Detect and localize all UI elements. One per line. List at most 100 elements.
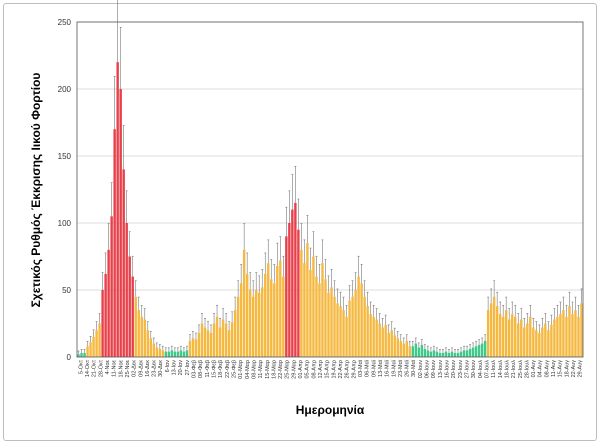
- x-tick-label: 13-Ιουν: [438, 360, 444, 379]
- x-tick-label: 09-Ιουν: [431, 360, 437, 379]
- bar: [366, 306, 369, 357]
- y-tick-label: 0: [67, 353, 72, 362]
- x-tick-label: 12-Απρ: [318, 360, 324, 379]
- x-tick-label: 03-Μαϊ: [358, 359, 364, 377]
- x-tick-label: 15-Φεβ: [211, 360, 217, 378]
- y-tick-label: 200: [58, 85, 72, 94]
- bar: [414, 343, 418, 357]
- bar: [501, 316, 505, 357]
- bar: [544, 323, 547, 357]
- x-tick-label: 09-Δεκ: [138, 360, 144, 377]
- bar: [80, 352, 83, 357]
- x-tick-label: 18-Νοε: [118, 359, 124, 377]
- bar: [119, 89, 122, 357]
- bar: [303, 263, 306, 357]
- bar: [77, 354, 80, 357]
- bar: [375, 319, 378, 357]
- bar: [167, 351, 171, 357]
- bar: [203, 327, 207, 357]
- bar: [396, 338, 399, 357]
- bar: [306, 243, 309, 357]
- bar: [408, 346, 412, 357]
- x-tick-label: 18-Ιουλ: [504, 360, 510, 379]
- x-tick-label: 11-Αυγ: [551, 360, 557, 377]
- bar: [568, 306, 571, 357]
- x-tick-label: 01-Μαρ: [238, 360, 244, 379]
- x-tick-label: 11-Ιουλ: [491, 360, 497, 378]
- x-tick-label: 16-Δεκ: [145, 360, 151, 377]
- x-tick-label: 25-Νοε: [125, 359, 131, 377]
- x-tick-label: 01-Αυγ: [531, 360, 537, 378]
- bar: [330, 287, 333, 357]
- bar: [426, 350, 430, 357]
- x-tick-label: 13-Ιαν: [172, 360, 178, 376]
- x-tick-label: 18-Μαρ: [271, 360, 277, 379]
- bar: [381, 327, 384, 357]
- x-tick-label: 15-Αυγ: [558, 360, 564, 378]
- x-tick-label: 02-Δεκ: [132, 360, 138, 377]
- bar: [520, 319, 523, 357]
- x-tick-label: 09-Μαϊ: [371, 359, 377, 377]
- x-tick-label: 15-Απρ: [325, 360, 331, 379]
- bar: [348, 300, 351, 357]
- x-tick-label: 22-Φεβ: [225, 360, 231, 378]
- bar: [194, 339, 198, 357]
- x-tick-label: 26-Απρ: [345, 360, 351, 379]
- bar: [577, 316, 580, 357]
- bar: [236, 296, 240, 357]
- bar: [300, 249, 303, 357]
- bar: [441, 352, 445, 357]
- x-tick-label: 20-Ιαν: [178, 360, 184, 376]
- y-tick-label: 250: [58, 18, 72, 27]
- x-tick-label: 30-Δεκ: [158, 360, 164, 377]
- bar: [456, 352, 460, 357]
- bar: [523, 327, 526, 357]
- bar: [526, 323, 529, 357]
- bar: [137, 310, 140, 357]
- bar: [101, 290, 104, 357]
- bar: [498, 314, 502, 357]
- bar: [529, 316, 532, 357]
- bar: [161, 350, 165, 357]
- bar: [248, 290, 252, 357]
- bar: [152, 343, 156, 357]
- bar: [459, 351, 463, 357]
- bar: [354, 290, 357, 357]
- x-tick-label: 5-Οκτ: [78, 359, 84, 374]
- bar: [462, 350, 466, 357]
- x-tick-label: 19-Μαϊ: [391, 359, 397, 377]
- x-tick-label: 02-Ιουν: [418, 360, 424, 379]
- bar: [541, 327, 544, 357]
- plot-border: [76, 21, 584, 358]
- x-tick-label: 27-Ιαν: [185, 360, 191, 376]
- x-tick-label: 30-Μαϊ: [411, 359, 417, 377]
- x-tick-label: 11-Νοε: [112, 359, 118, 377]
- bar: [170, 350, 174, 357]
- bar: [508, 319, 511, 357]
- x-tick-label: 30-Ιουν: [471, 360, 477, 379]
- x-tick-label: 23-Μαϊ: [398, 359, 404, 377]
- bar: [580, 303, 583, 357]
- bar: [218, 327, 222, 357]
- bar: [444, 351, 448, 357]
- bar: [264, 273, 267, 357]
- bar: [200, 323, 204, 357]
- bar: [89, 342, 92, 357]
- x-tick-label: 04-Μαρ: [245, 360, 251, 379]
- bar: [224, 323, 228, 357]
- x-axis-label: Ημερομηνία: [295, 403, 365, 417]
- bar: [345, 316, 348, 357]
- bar: [164, 351, 168, 357]
- bar: [245, 273, 249, 357]
- bar: [450, 351, 454, 357]
- bar: [517, 323, 520, 357]
- bar: [339, 306, 342, 357]
- x-tick-label: 11-Μαρ: [258, 360, 264, 378]
- bar: [273, 283, 276, 357]
- bar: [453, 352, 457, 357]
- bar: [221, 319, 225, 357]
- bar: [188, 340, 192, 357]
- bar: [372, 316, 375, 357]
- bar: [131, 276, 134, 357]
- bar: [285, 236, 288, 357]
